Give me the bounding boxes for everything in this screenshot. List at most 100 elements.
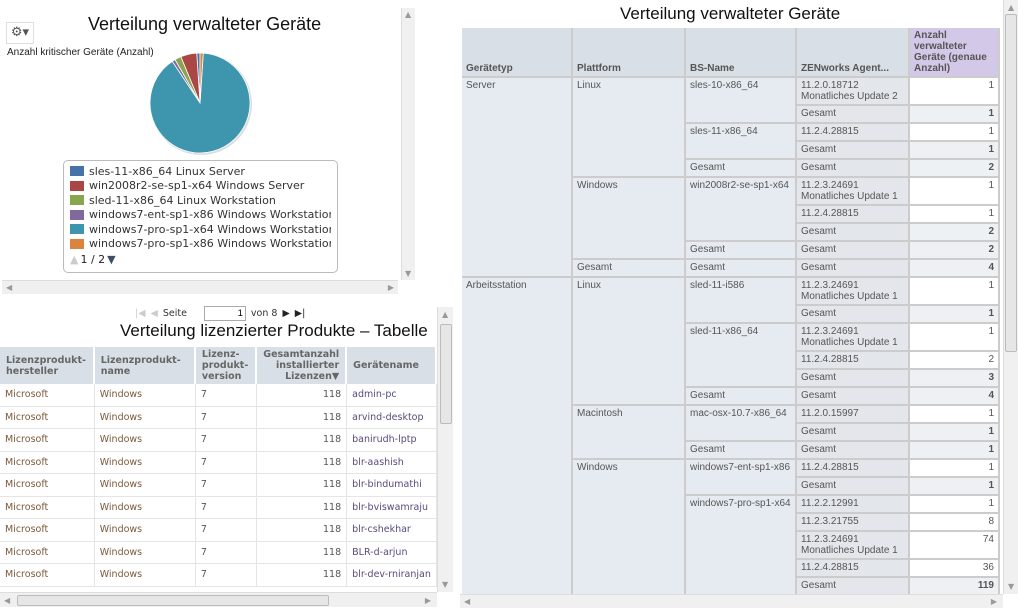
agent-version-cell: Gesamt	[797, 160, 910, 178]
os-name-cell: mac-osx-10.7-x86_64	[686, 406, 797, 442]
legend-label: sles-11-x86_64 Linux Server	[89, 164, 245, 178]
table-cell: blr-dev-rniranjan	[347, 564, 437, 587]
table-cell: 118	[257, 429, 348, 452]
table-cell: 118	[257, 496, 348, 519]
pie-chart	[149, 52, 252, 155]
agent-version-cell: Gesamt	[797, 306, 910, 324]
table-cell: 7	[195, 429, 258, 452]
legend-label: windows7-pro-sp1-x86 Windows Workstation	[89, 237, 331, 251]
table-cell: Microsoft	[0, 406, 95, 429]
pivot-row: 11.2.4.28815 1	[462, 206, 1000, 224]
legend-swatch	[70, 238, 84, 249]
count-cell: 1	[910, 460, 1000, 478]
device-vertical-scrollbar[interactable]: ▲ ▼	[1003, 0, 1018, 594]
legend-item[interactable]: windows7-ent-sp1-x86 Windows Workstation	[70, 208, 331, 223]
license-horizontal-scrollbar[interactable]: ◀ ▶	[0, 592, 437, 607]
pivot-row: 11.2.3.24691 Monatliches Update 1 74	[462, 532, 1000, 560]
pivot-row: 11.2.4.28815 2	[462, 352, 1000, 370]
legend-item[interactable]: windows7-pro-sp1-x86 Windows Workstation	[70, 237, 331, 252]
agent-version-cell: Gesamt	[797, 370, 910, 388]
agent-version-cell: Gesamt	[797, 442, 910, 460]
legend-swatch	[70, 166, 84, 177]
device-horizontal-scrollbar[interactable]: ◀ ▶	[460, 594, 1003, 608]
table-row[interactable]: Microsoft Windows 7 118 blr-bviswamraju	[0, 496, 437, 519]
table-cell: Windows	[94, 384, 196, 407]
legend-label: windows7-pro-sp1-x64 Windows Workstation	[89, 222, 331, 236]
table-cell: Windows	[94, 541, 196, 564]
settings-menu-button[interactable]: ⚙▾	[6, 22, 34, 44]
next-page-icon[interactable]: ▶	[282, 308, 290, 319]
license-table-viewport: Lizenzprodukt-hersteller Lizenzprodukt-na…	[0, 345, 437, 592]
legend-swatch	[70, 209, 84, 220]
gear-icon: ⚙▾	[10, 25, 30, 40]
legend-item[interactable]: win2008r2-se-sp1-x64 Windows Server	[70, 179, 331, 194]
column-header[interactable]: Gerätename	[347, 347, 437, 384]
pivot-row: Gesamt Gesamt 4	[462, 388, 1000, 406]
table-row[interactable]: Microsoft Windows 7 118 banirudh-lptp	[0, 429, 437, 452]
table-row[interactable]: Microsoft Windows 7 118 blr-dev-rniranjan	[0, 564, 437, 587]
pie-horizontal-scrollbar[interactable]: ◀ ▶	[2, 280, 398, 294]
column-header[interactable]: Lizenzprodukt-hersteller	[0, 347, 95, 384]
total-count-cell: 2	[910, 160, 1000, 178]
last-page-icon[interactable]: ▶|	[294, 308, 306, 319]
legend-item[interactable]: sles-11-x86_64 Linux Server	[70, 164, 331, 179]
table-cell: blr-aashish	[347, 451, 437, 474]
pivot-row: Gesamt 119	[462, 578, 1000, 596]
agent-version-cell: 11.2.3.24691 Monatliches Update 1	[797, 324, 910, 352]
legend-next-icon[interactable]: ▼	[107, 253, 116, 266]
table-row[interactable]: Microsoft Windows 7 118 blr-aashish	[0, 451, 437, 474]
table-row[interactable]: Microsoft Windows 7 118 admin-pc	[0, 384, 437, 407]
column-header[interactable]: Anzahl verwalteter Geräte (genaue Anzahl…	[910, 28, 1000, 78]
table-cell: 118	[257, 541, 348, 564]
agent-version-cell: 11.2.0.15997	[797, 406, 910, 424]
table-row[interactable]: Microsoft Windows 7 118 BLR-d-arjun	[0, 541, 437, 564]
first-page-icon[interactable]: |◀	[135, 308, 146, 319]
table-row[interactable]: Microsoft Windows 7 118 blr-bindumathi	[0, 474, 437, 497]
pivot-row: Gesamt 1	[462, 142, 1000, 160]
legend-label: win2008r2-se-sp1-x64 Windows Server	[89, 179, 305, 193]
pivot-row: sles-11-x86_64 11.2.4.28815 1	[462, 124, 1000, 160]
count-cell: 1	[910, 324, 1000, 352]
total-count-cell: 2	[910, 224, 1000, 242]
pivot-row: Gesamt 2	[462, 224, 1000, 242]
legend-swatch	[70, 195, 84, 206]
table-cell: 118	[257, 564, 348, 587]
os-name-cell: Gesamt	[686, 242, 797, 260]
column-header[interactable]: ZENworks Agent...	[797, 28, 910, 78]
table-row[interactable]: Microsoft Windows 7 118 arvind-desktop	[0, 406, 437, 429]
column-header[interactable]: Gesamtanzahl installierter Lizenzen▼	[257, 347, 348, 384]
agent-version-cell: 11.2.0.18712 Monatliches Update 2	[797, 78, 910, 106]
column-header[interactable]: Lizenz-produkt-version	[195, 347, 258, 384]
pie-slice[interactable]	[199, 52, 204, 104]
column-header[interactable]: Plattform	[573, 28, 686, 78]
pie-vertical-scrollbar[interactable]: ▲ ▼	[401, 8, 415, 280]
pie-slice[interactable]	[149, 52, 251, 154]
column-header[interactable]: Gerätetyp	[462, 28, 573, 78]
table-cell: 7	[195, 564, 258, 587]
os-name-cell: windows7-ent-sp1-x86	[686, 460, 797, 496]
table-cell: 7	[195, 496, 258, 519]
legend-item[interactable]: windows7-pro-sp1-x64 Windows Workstation	[70, 222, 331, 237]
prev-page-icon[interactable]: ◀	[150, 308, 158, 319]
pivot-row: Gesamt Gesamt 2	[462, 242, 1000, 260]
column-header[interactable]: Lizenzprodukt-name	[94, 347, 196, 384]
platform-cell: Gesamt	[573, 260, 686, 278]
os-name-cell: Gesamt	[686, 260, 797, 278]
column-header[interactable]: BS-Name	[686, 28, 797, 78]
device-type-cell: Server	[462, 78, 573, 278]
agent-version-cell: 11.2.3.21755	[797, 514, 910, 532]
count-cell: 1	[910, 124, 1000, 142]
legend-item[interactable]: sled-11-x86_64 Linux Workstation	[70, 193, 331, 208]
count-cell: 36	[910, 560, 1000, 578]
table-cell: Microsoft	[0, 474, 95, 497]
platform-cell: Linux	[573, 78, 686, 178]
table-row[interactable]: Microsoft Windows 7 118 blr-cshekhar	[0, 519, 437, 542]
legend-prev-icon[interactable]: ▲	[70, 253, 79, 266]
table-cell: Windows	[94, 429, 196, 452]
page-input[interactable]	[203, 306, 246, 321]
pie-legend: sles-11-x86_64 Linux Server win2008r2-se-…	[63, 160, 338, 273]
count-cell: 1	[910, 178, 1000, 206]
license-vertical-scrollbar[interactable]: ▲ ▼	[437, 307, 453, 592]
table-cell: 7	[195, 519, 258, 542]
os-name-cell: sled-11-i586	[686, 278, 797, 324]
